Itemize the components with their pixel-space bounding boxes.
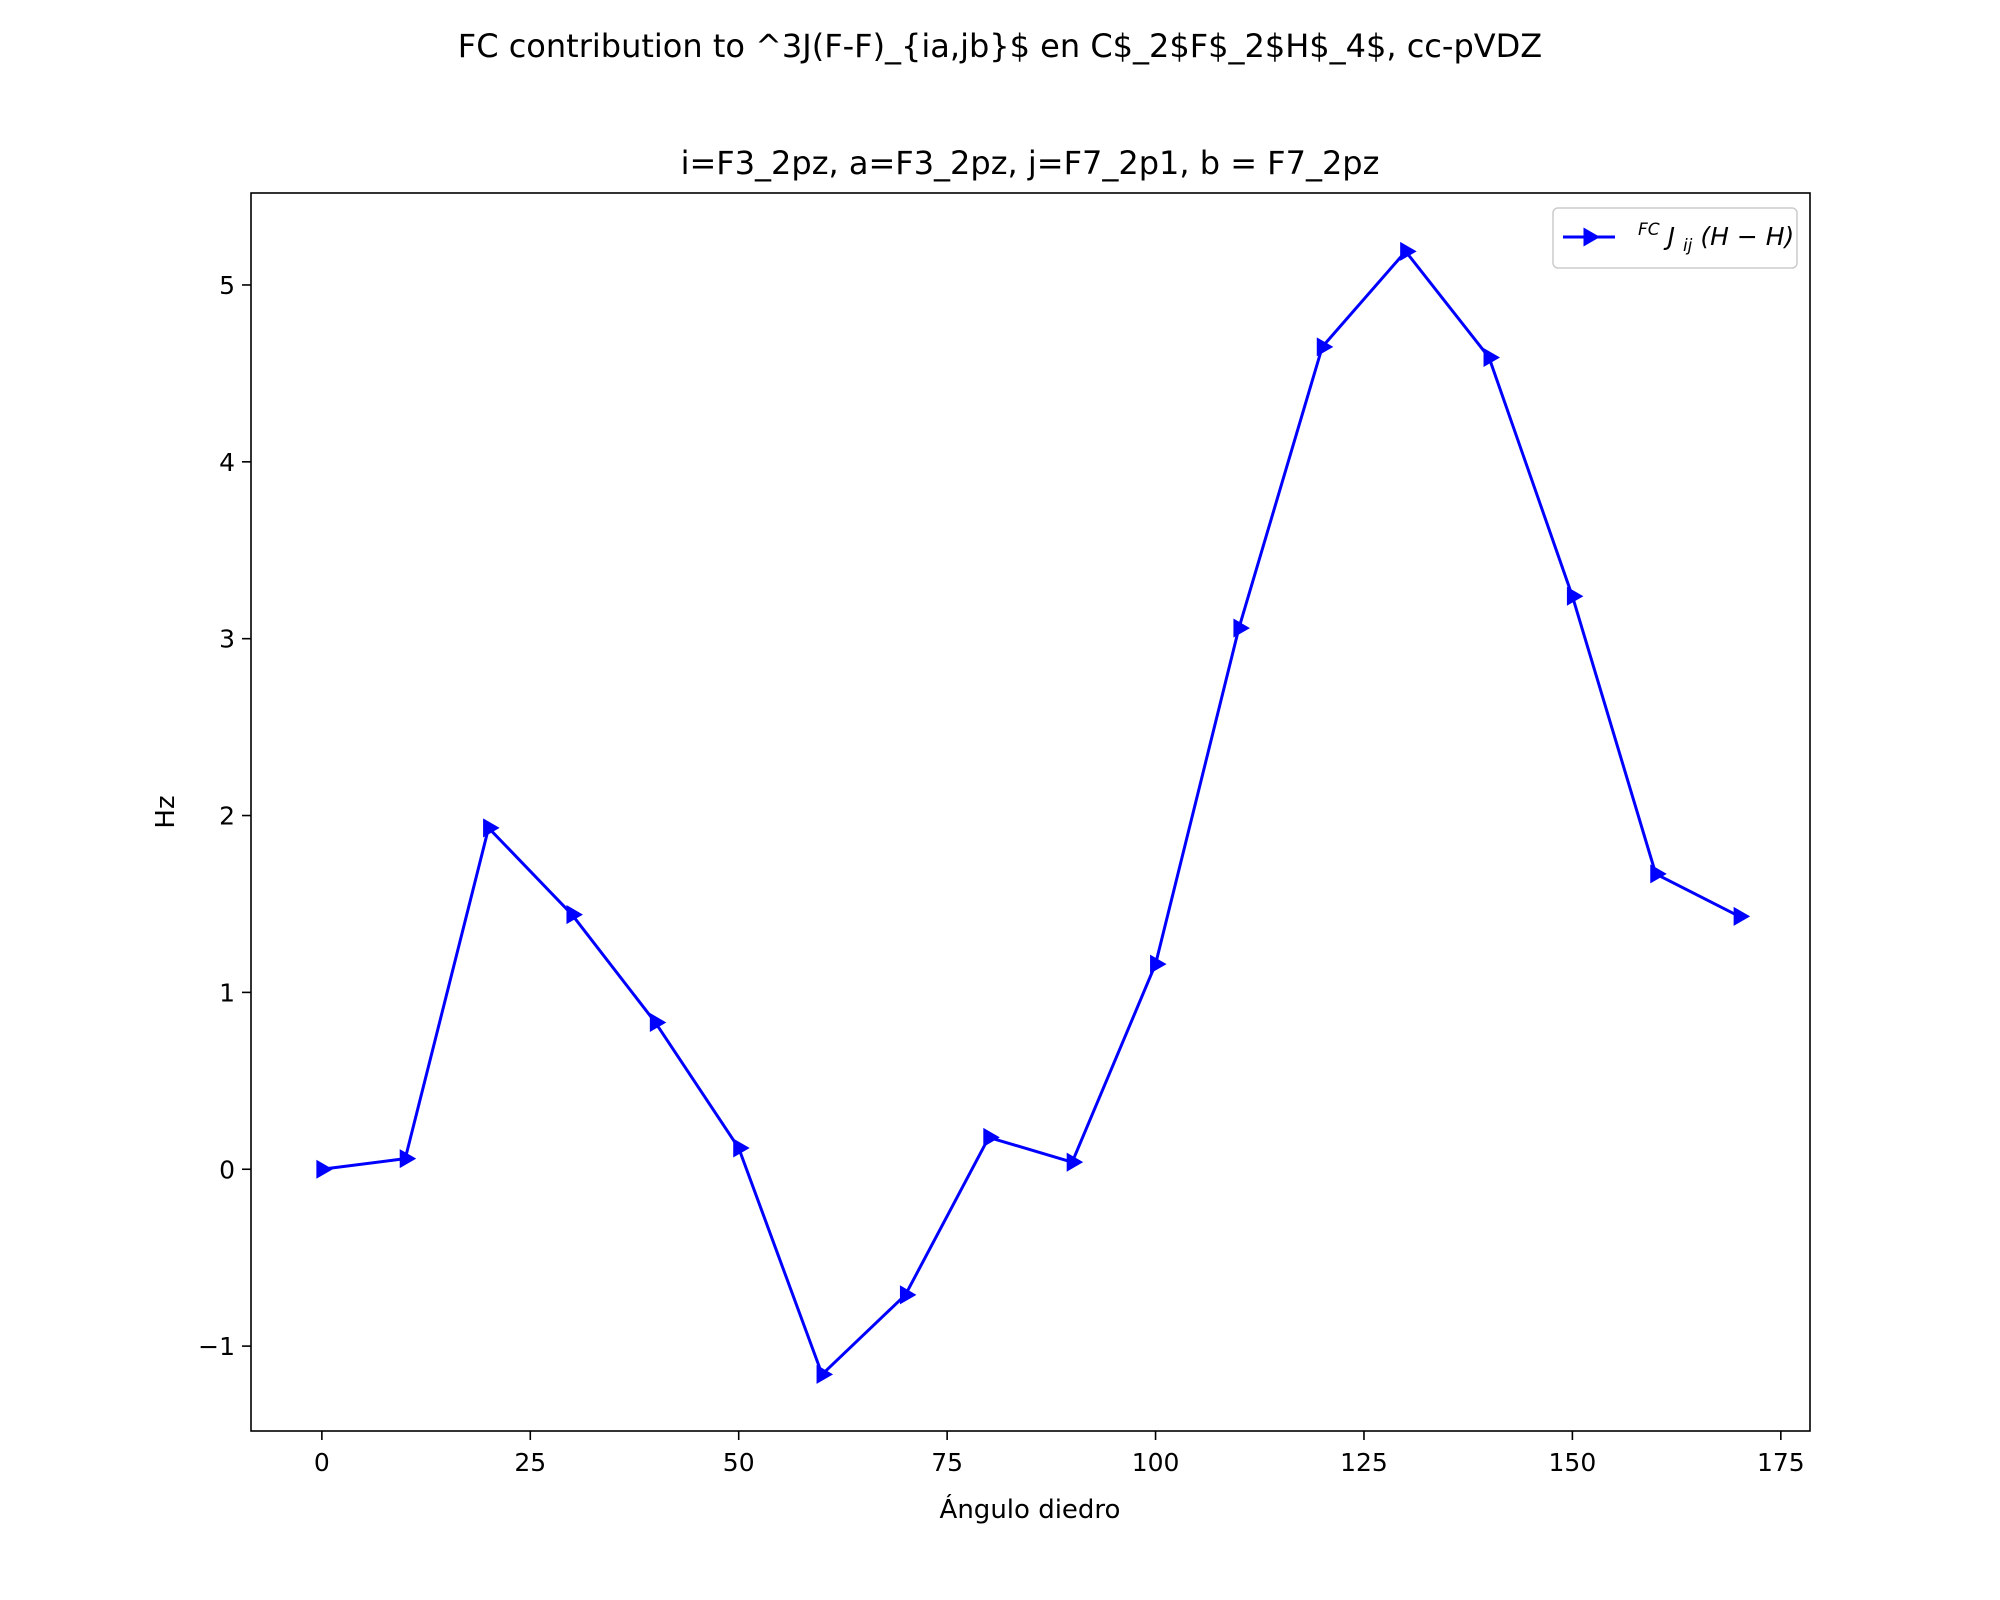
y-axis-ticks: −1 0 1 2 3 4 5 [198,271,251,1361]
data-point-marker [899,1285,917,1305]
legend-label-sub: ij [1683,236,1693,256]
data-point-marker [1400,241,1417,261]
x-tick-label: 0 [314,1448,330,1477]
y-tick-label: 2 [219,802,235,831]
data-point-marker [1733,906,1751,926]
legend-label: FC J ij (H − H) [1638,212,1794,257]
data-point-marker [1066,1152,1084,1172]
axes-frame [250,192,1811,1432]
data-point-marker [483,818,500,838]
data-point-marker [399,1149,417,1169]
x-axis-ticks: 0 25 50 75 100 125 150 175 [314,1431,1805,1477]
data-point-marker [1483,347,1501,368]
legend-marker-sample [1583,227,1600,247]
data-point-marker [566,905,583,925]
y-tick-label: −1 [198,1332,235,1361]
series-layer [316,241,1751,1384]
y-tick-label: 1 [219,978,235,1007]
legend-label-sup: FC [1638,220,1660,240]
figure-suptitle: FC contribution to ^3J(F-F)_{ia,jb}$ en … [458,27,1542,65]
y-tick-label: 3 [219,625,235,654]
y-tick-label: 4 [219,448,235,477]
y-tick-label: 5 [219,271,235,300]
x-tick-label: 25 [514,1448,546,1477]
data-point-marker [649,1012,667,1032]
y-tick-label: 0 [219,1155,235,1184]
x-tick-label: 125 [1340,1448,1388,1477]
data-point-marker [733,1138,750,1158]
data-point-marker [316,1159,333,1179]
x-axis-label: Ángulo diedro [940,1493,1121,1525]
data-point-marker [1150,954,1167,974]
legend-box [1552,207,1798,269]
x-tick-label: 50 [723,1448,755,1477]
chart-title: i=F3_2pz, a=F3_2pz, j=F7_2p1, b = F7_2pz [681,144,1380,182]
x-tick-label: 150 [1549,1448,1597,1477]
data-point-marker [1650,864,1667,884]
data-point-marker [1566,586,1584,606]
legend: FC J ij (H − H) [1552,207,1798,269]
data-point-marker [983,1127,1000,1147]
data-point-marker [1316,337,1334,357]
y-axis-label: Hz [151,795,181,828]
data-point-marker [816,1364,834,1384]
x-tick-label: 100 [1132,1448,1180,1477]
data-point-marker [1233,618,1250,638]
plot-area [250,192,1811,1432]
x-tick-label: 175 [1757,1448,1805,1477]
legend-label-rest: (H − H) [1700,222,1794,251]
series-line [321,249,1740,1376]
x-tick-label: 75 [931,1448,963,1477]
